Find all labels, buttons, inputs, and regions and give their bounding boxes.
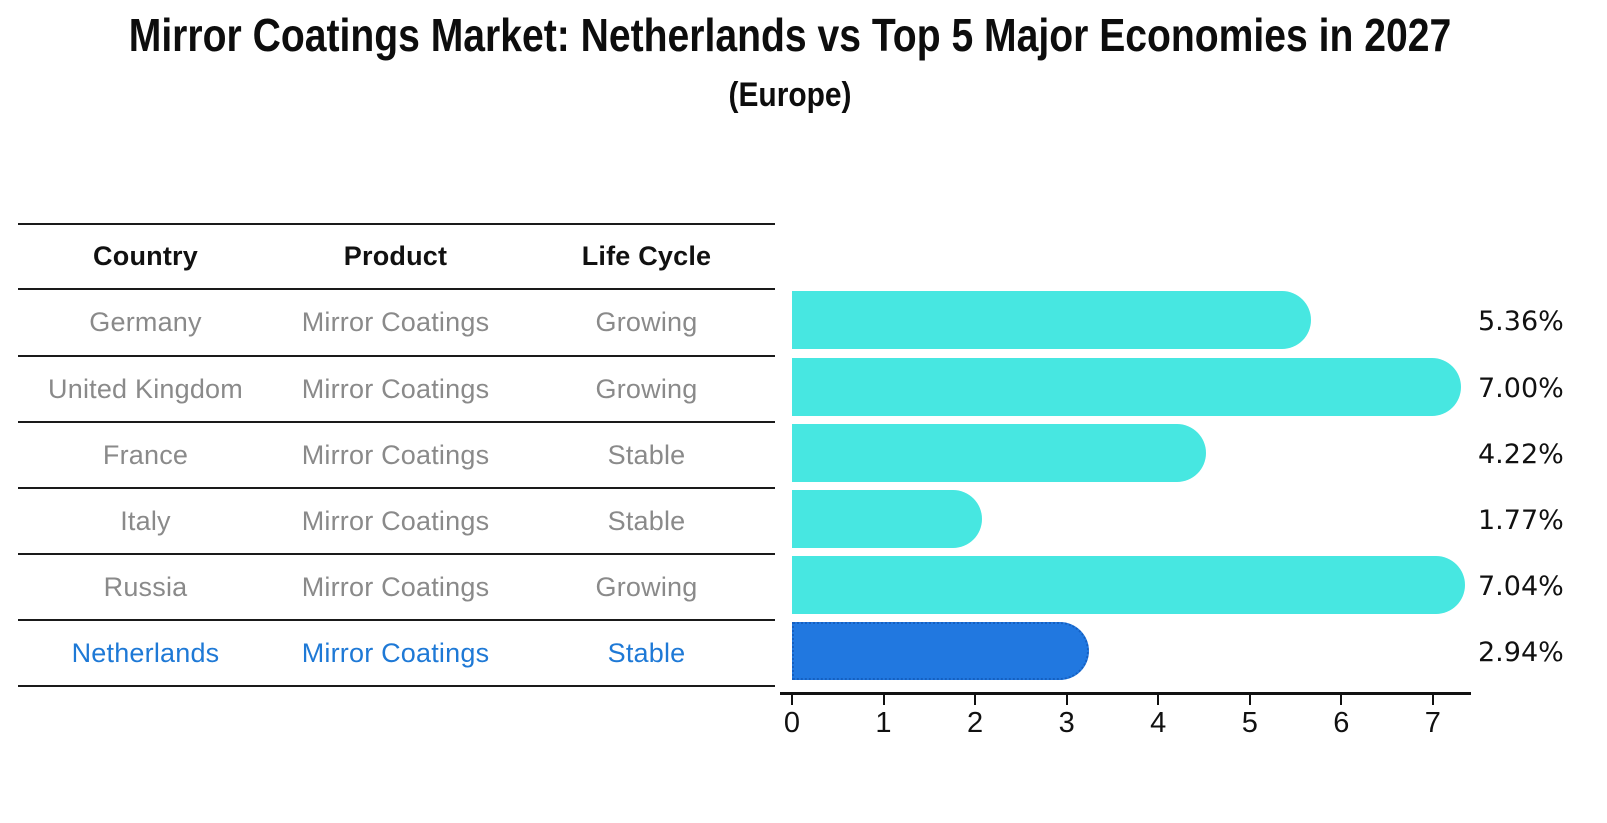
x-axis-tick	[1340, 695, 1343, 705]
lifecycle-cell: Growing	[595, 373, 698, 404]
col-header-country: Country	[93, 241, 198, 271]
table-row-cells: United Kingdom Mirror Coatings Growing	[18, 355, 775, 421]
x-axis-tick	[1065, 695, 1068, 705]
chart-subtitle: (Europe)	[728, 76, 852, 114]
table-row-cells: Netherlands Mirror Coatings Stable	[18, 619, 775, 685]
x-tick-label: 3	[1058, 707, 1075, 739]
table-row-united-kingdom: United Kingdom Mirror Coatings Growing 7…	[0, 355, 1607, 421]
country-cell: Netherlands	[71, 637, 220, 668]
value-label-italy: 1.77%	[1478, 504, 1564, 536]
country-cell: United Kingdom	[48, 373, 243, 404]
bar-netherlands-highlighted	[792, 622, 1090, 680]
country-cell: Russia	[103, 571, 188, 602]
bar-united-kingdom	[792, 358, 1461, 416]
x-axis-tick	[791, 695, 793, 705]
value-label-russia: 7.04%	[1478, 570, 1564, 602]
bar-france	[792, 424, 1207, 482]
x-tick-label: 5	[1241, 707, 1258, 739]
x-axis-line	[780, 692, 1471, 695]
x-tick-label: 1	[875, 707, 892, 739]
chart-title: Mirror Coatings Market: Netherlands vs T…	[128, 9, 1452, 61]
x-axis-tick	[882, 695, 885, 705]
product-cell: Mirror Coatings	[301, 505, 490, 536]
lifecycle-cell: Stable	[607, 439, 686, 470]
table-row-italy: Italy Mirror Coatings Stable 1.77%	[0, 487, 1607, 553]
x-axis-tick	[974, 695, 977, 705]
bar-italy	[792, 490, 982, 548]
value-label-germany: 5.36%	[1478, 306, 1564, 337]
x-axis-tick	[1431, 695, 1434, 705]
table-row-netherlands: Netherlands Mirror Coatings Stable 2.94%	[0, 619, 1607, 685]
table-row-cells: Italy Mirror Coatings Stable	[18, 487, 775, 553]
value-label-united-kingdom: 7.00%	[1478, 372, 1564, 404]
bar-russia	[792, 556, 1465, 614]
table-row-cells: Russia Mirror Coatings Growing	[18, 553, 775, 619]
table-header-row: Country Product Life Cycle	[0, 223, 1607, 288]
country-cell: Germany	[89, 307, 202, 337]
x-tick-label: 6	[1333, 707, 1350, 739]
x-tick-label: 0	[783, 707, 801, 739]
col-header-product: Product	[343, 241, 448, 271]
product-cell: Mirror Coatings	[301, 571, 490, 602]
table-row-cells: France Mirror Coatings Stable	[18, 421, 775, 487]
x-tick-label: 2	[967, 707, 984, 739]
table-row-france: France Mirror Coatings Stable 4.22%	[0, 421, 1607, 487]
table-header-cells: Country Product Life Cycle	[18, 223, 775, 288]
value-label-netherlands: 2.94%	[1478, 636, 1564, 668]
country-cell: Italy	[120, 505, 171, 536]
table-bottom-border	[18, 685, 775, 687]
lifecycle-cell: Stable	[607, 637, 686, 668]
x-tick-label: 4	[1150, 707, 1167, 739]
x-axis-tick	[1157, 695, 1160, 705]
x-axis-tick	[1248, 695, 1251, 705]
product-cell: Mirror Coatings	[301, 307, 490, 337]
product-cell: Mirror Coatings	[301, 373, 490, 404]
table-row-germany: Germany Mirror Coatings Growing 5.36%	[0, 288, 1607, 355]
lifecycle-cell: Stable	[607, 505, 686, 536]
table-row-cells: Germany Mirror Coatings Growing	[18, 288, 775, 355]
col-header-lifecycle: Life Cycle	[581, 241, 712, 271]
lifecycle-cell: Growing	[595, 307, 698, 337]
x-tick-label: 7	[1424, 707, 1441, 739]
product-cell: Mirror Coatings	[301, 637, 490, 668]
country-cell: France	[102, 439, 189, 470]
lifecycle-cell: Growing	[595, 571, 698, 602]
product-cell: Mirror Coatings	[301, 439, 490, 470]
value-label-france: 4.22%	[1478, 438, 1564, 470]
table-row-russia: Russia Mirror Coatings Growing 7.04%	[0, 553, 1607, 619]
bar-germany	[792, 291, 1311, 349]
